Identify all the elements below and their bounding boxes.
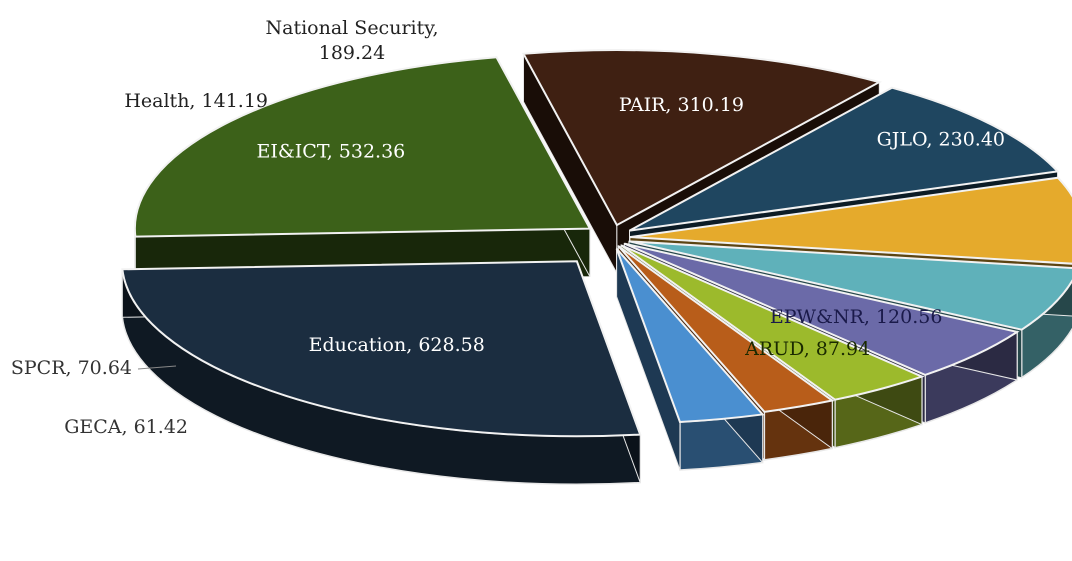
label-health: Health, 141.19	[124, 90, 268, 112]
slice-education-top	[121, 260, 642, 438]
label-national-security-value: 189.24	[319, 42, 385, 64]
slice-health-top	[628, 240, 1072, 331]
label-geca: GECA, 61.42	[64, 416, 188, 438]
label-education: Education, 628.58	[309, 334, 485, 356]
label-epw-nr: EPW&NR, 120.56	[770, 306, 943, 328]
slice-education	[121, 260, 642, 486]
slice-spcr-top	[615, 248, 765, 424]
slice-gjlo-top	[629, 86, 1060, 232]
slice-arud-top	[620, 244, 925, 401]
label-spcr: SPCR, 70.64	[11, 357, 132, 379]
label-national-security: National Security,	[266, 17, 439, 39]
slice-ei-ict-top	[133, 56, 592, 238]
label-gjlo: GJLO, 230.40	[877, 128, 1005, 150]
label-arud: ARUD, 87.94	[744, 338, 870, 360]
slice-pair-top	[521, 49, 882, 227]
slice-epw-nr-top	[623, 242, 1020, 376]
label-ei-ict: EI&ICT, 532.36	[257, 140, 406, 162]
label-pair: PAIR, 310.19	[619, 94, 744, 116]
slice-national-security-top	[629, 176, 1072, 265]
label-spcr-leader	[137, 365, 177, 370]
slice-spcr	[615, 247, 765, 471]
slice-geca-top	[617, 245, 835, 413]
